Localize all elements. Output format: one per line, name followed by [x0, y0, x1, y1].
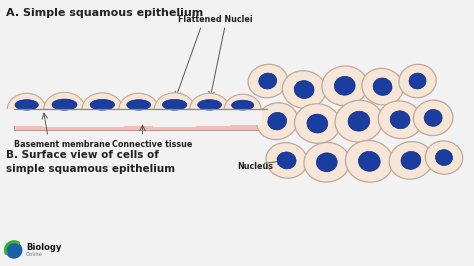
Circle shape: [5, 242, 22, 259]
Ellipse shape: [373, 78, 392, 95]
Ellipse shape: [268, 113, 287, 130]
Ellipse shape: [307, 114, 328, 133]
Text: Basement membrane: Basement membrane: [14, 140, 110, 149]
Ellipse shape: [82, 93, 123, 126]
Ellipse shape: [294, 104, 340, 143]
Ellipse shape: [424, 109, 442, 126]
Text: Nucleus: Nucleus: [237, 161, 273, 171]
Ellipse shape: [358, 151, 380, 171]
Ellipse shape: [52, 99, 77, 110]
Ellipse shape: [119, 93, 158, 126]
FancyBboxPatch shape: [14, 109, 267, 113]
Ellipse shape: [7, 93, 46, 126]
FancyBboxPatch shape: [154, 109, 196, 127]
Ellipse shape: [334, 76, 355, 95]
Ellipse shape: [401, 151, 421, 169]
Ellipse shape: [294, 81, 314, 98]
Ellipse shape: [283, 71, 326, 108]
FancyBboxPatch shape: [6, 109, 47, 126]
FancyBboxPatch shape: [223, 109, 262, 126]
FancyBboxPatch shape: [43, 109, 86, 127]
Text: B. Surface view of cells of
simple squamous epithelium: B. Surface view of cells of simple squam…: [6, 149, 175, 173]
Ellipse shape: [413, 100, 453, 136]
Ellipse shape: [436, 150, 453, 165]
Ellipse shape: [346, 140, 393, 182]
Ellipse shape: [425, 141, 463, 174]
Ellipse shape: [390, 111, 410, 129]
Ellipse shape: [259, 73, 277, 89]
Ellipse shape: [224, 94, 261, 124]
FancyBboxPatch shape: [81, 109, 124, 127]
Ellipse shape: [322, 66, 368, 106]
Ellipse shape: [277, 152, 296, 169]
Ellipse shape: [378, 101, 422, 139]
Ellipse shape: [335, 100, 383, 142]
Ellipse shape: [155, 93, 195, 126]
Ellipse shape: [304, 143, 350, 182]
FancyBboxPatch shape: [14, 113, 267, 130]
Ellipse shape: [198, 100, 221, 110]
Ellipse shape: [127, 100, 151, 110]
Ellipse shape: [256, 103, 298, 140]
Ellipse shape: [362, 68, 403, 105]
Text: Connective tissue: Connective tissue: [112, 140, 192, 149]
Ellipse shape: [163, 99, 187, 110]
Ellipse shape: [190, 93, 229, 126]
Text: Flattened Nuclei: Flattened Nuclei: [178, 15, 253, 24]
FancyBboxPatch shape: [118, 109, 159, 126]
Ellipse shape: [317, 153, 337, 172]
FancyBboxPatch shape: [189, 109, 230, 126]
Ellipse shape: [248, 64, 287, 98]
Ellipse shape: [90, 99, 115, 110]
Text: Biology: Biology: [26, 243, 62, 252]
Text: A. Simple squamous epithelium: A. Simple squamous epithelium: [6, 8, 204, 18]
Ellipse shape: [409, 73, 426, 89]
Ellipse shape: [348, 111, 370, 131]
Text: Online: Online: [26, 252, 43, 257]
Ellipse shape: [44, 92, 85, 126]
Ellipse shape: [389, 142, 433, 179]
Ellipse shape: [266, 143, 307, 178]
Ellipse shape: [232, 100, 254, 110]
Ellipse shape: [399, 64, 436, 98]
Ellipse shape: [15, 100, 38, 110]
